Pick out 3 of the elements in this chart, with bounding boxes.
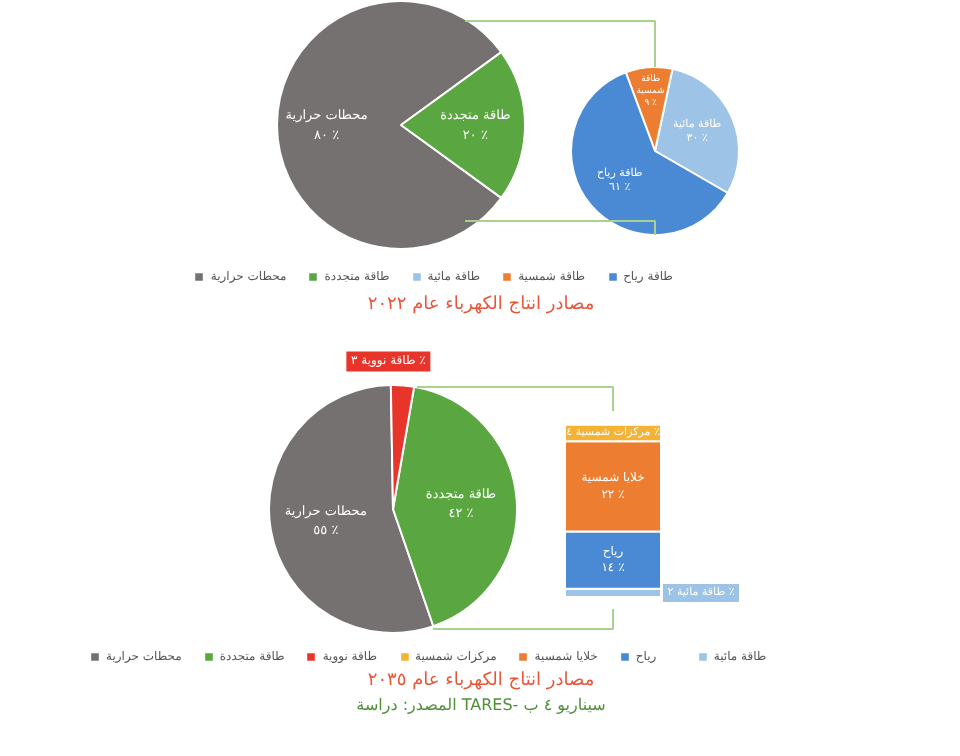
text: مصادر انتاج الكهرباء عام ٢٠٣٥ <box>367 671 595 691</box>
text: مصادر انتاج الكهرباء عام ٢٠٢٢ <box>367 295 595 315</box>
text: المصدر: دراسة TARES- سيناريو ٤ ب <box>356 696 607 714</box>
